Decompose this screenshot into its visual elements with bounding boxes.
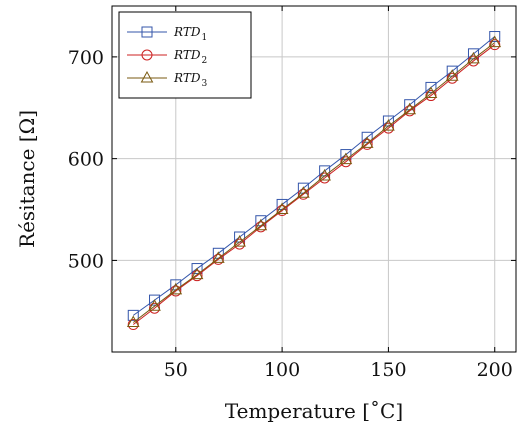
data-point: [149, 302, 161, 314]
data-point: [340, 156, 352, 168]
plot-frame: [111, 5, 517, 353]
data-point: [425, 81, 437, 93]
data-point: [318, 168, 331, 181]
data-point: [425, 90, 437, 102]
legend-entry: RTD3: [127, 70, 207, 89]
data-point: [211, 251, 225, 263]
legend-marker: [140, 70, 154, 83]
data-point: [467, 51, 480, 64]
data-point: [127, 319, 139, 331]
data-point: [297, 186, 310, 198]
data-point: [234, 238, 246, 250]
x-tick-label: 150: [370, 359, 406, 381]
data-point: [276, 205, 288, 217]
series-3: [126, 35, 502, 327]
data-point: [467, 55, 479, 67]
legend-entry: RTD2: [127, 48, 207, 66]
legend: RTD1 RTD2 RTD3: [118, 11, 252, 99]
data-point: [169, 282, 183, 295]
series-layer: [126, 31, 502, 331]
legend-label: RTD2: [173, 48, 207, 66]
data-point: [149, 294, 161, 306]
data-point: [275, 202, 289, 215]
x-axis-label: Temperature [˚C]: [225, 399, 403, 423]
series-line: [132, 42, 496, 323]
legend-marker: [141, 49, 153, 61]
data-point: [382, 122, 394, 134]
legend-label: RTD1: [173, 25, 207, 43]
data-point: [212, 253, 224, 265]
x-tick-label: 200: [477, 359, 513, 381]
data-point: [191, 263, 203, 275]
data-point: [489, 39, 501, 51]
series-1: [127, 31, 501, 321]
data-point: [488, 35, 502, 48]
data-point: [445, 69, 459, 81]
data-point: [297, 188, 309, 200]
series-line: [132, 36, 496, 316]
data-point: [255, 221, 267, 233]
y-tick-label: 700: [68, 47, 104, 69]
data-point: [403, 102, 417, 115]
data-point: [361, 131, 373, 143]
data-point: [254, 218, 268, 231]
data-point: [126, 315, 140, 327]
legend-entry: RTD1: [127, 25, 207, 43]
data-point: [446, 72, 458, 84]
legend-marker: [141, 26, 153, 38]
data-point: [489, 31, 501, 43]
data-point: [191, 270, 203, 282]
x-tick-label: 50: [164, 359, 188, 381]
data-point: [360, 136, 374, 148]
y-axis-label: Résitance [Ω]: [15, 110, 39, 248]
data-point: [361, 138, 373, 150]
data-point: [319, 172, 331, 184]
data-point: [127, 309, 139, 321]
data-point: [190, 267, 204, 280]
legend-label: RTD3: [173, 71, 207, 89]
data-point: [339, 152, 353, 165]
ticks: 50 100 150 200 500 600 700: [68, 6, 516, 381]
x-tick-label: 100: [264, 359, 300, 381]
data-point: [424, 86, 438, 99]
y-tick-label: 600: [68, 149, 104, 171]
data-point: [148, 299, 161, 311]
data-point: [404, 105, 416, 117]
data-point: [233, 235, 246, 247]
data-point: [170, 285, 182, 297]
data-point: [382, 119, 395, 131]
y-tick-label: 500: [68, 250, 104, 272]
